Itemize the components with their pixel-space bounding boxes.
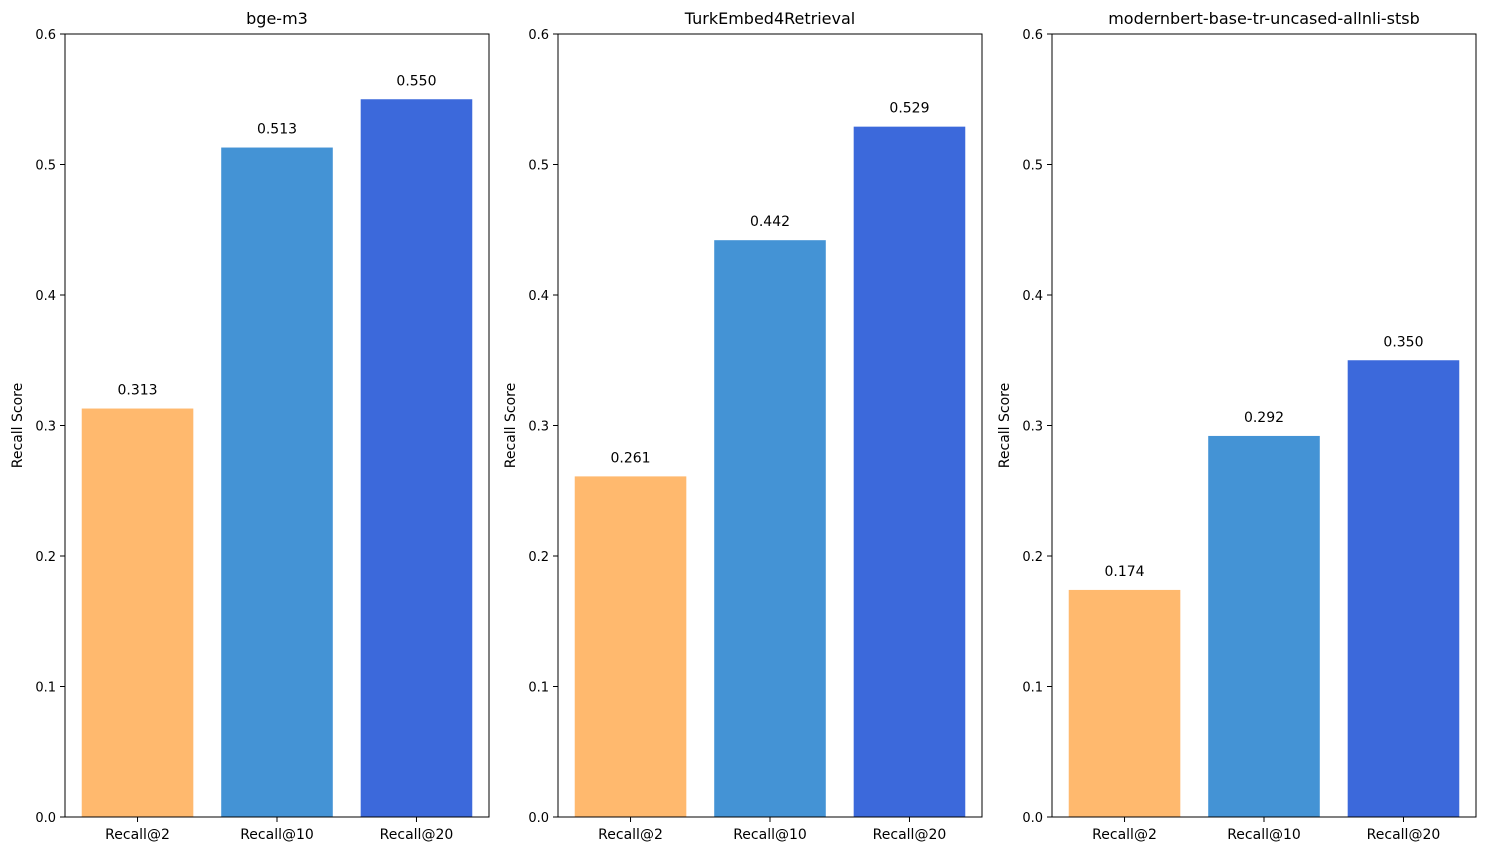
y-tick-label-3: 0.2 <box>528 550 549 565</box>
chart-title: modernbert-base-tr-uncased-allnli-stsb <box>1108 9 1420 28</box>
x-tick-label-2: Recall@10 <box>240 827 314 843</box>
y-tick-label-6: 0.5 <box>1022 159 1043 174</box>
chart-panel-2: 0.261 Recall@2 0.442 Recall@10 0.529 Recall@2… <box>503 9 983 843</box>
y-tick-label-5: 0.4 <box>35 289 56 304</box>
y-tick-label-7: 0.6 <box>1022 28 1043 43</box>
bar-1 <box>81 408 194 817</box>
y-tick-label-5: 0.4 <box>1022 289 1043 304</box>
y-tick-label-6: 0.5 <box>528 159 549 174</box>
x-tick-label-3: Recall@20 <box>1367 827 1441 843</box>
plot-frame <box>1051 33 1477 818</box>
bar-2 <box>1208 435 1320 817</box>
y-tick-label-2: 0.1 <box>528 681 549 696</box>
bar-2 <box>221 147 333 817</box>
data-label-1: 0.174 <box>1104 564 1144 580</box>
y-tick-label-2: 0.1 <box>1022 681 1043 696</box>
y-tick-label-4: 0.3 <box>35 420 56 435</box>
x-tick-label-3: Recall@20 <box>380 827 454 843</box>
data-label-3: 0.550 <box>396 73 436 89</box>
y-tick-label-5: 0.4 <box>528 289 549 304</box>
y-tick-label-1: 0.0 <box>35 811 56 826</box>
y-tick-label-3: 0.2 <box>35 550 56 565</box>
bar-1 <box>574 476 687 817</box>
y-axis-label: Recall Score <box>997 383 1013 468</box>
y-tick-label-7: 0.6 <box>528 28 549 43</box>
y-axis-label: Recall Score <box>503 383 519 468</box>
bar-3 <box>360 99 473 817</box>
bar-2 <box>714 240 826 817</box>
y-tick-label-1: 0.0 <box>1022 811 1043 826</box>
x-tick-label-1: Recall@2 <box>105 827 170 843</box>
y-tick-label-3: 0.2 <box>1022 550 1043 565</box>
plot-frame <box>557 33 983 818</box>
data-label-2: 0.513 <box>257 122 297 138</box>
y-tick-label-6: 0.5 <box>35 159 56 174</box>
data-label-3: 0.529 <box>889 101 929 117</box>
bar-3 <box>853 126 966 817</box>
y-tick-label-7: 0.6 <box>35 28 56 43</box>
y-tick-label-4: 0.3 <box>1022 420 1043 435</box>
chart-panel-3: 0.174 Recall@2 0.292 Recall@10 0.350 Recall@2… <box>997 9 1477 843</box>
y-axis-label: Recall Score <box>10 383 26 468</box>
y-tick-label-4: 0.3 <box>528 420 549 435</box>
plot-frame <box>64 33 490 818</box>
chart-title: bge-m3 <box>246 9 308 28</box>
x-tick-label-1: Recall@2 <box>1092 827 1157 843</box>
bar-1 <box>1068 589 1181 817</box>
data-label-2: 0.292 <box>1244 410 1284 426</box>
y-tick-label-2: 0.1 <box>35 681 56 696</box>
x-tick-label-1: Recall@2 <box>598 827 663 843</box>
y-tick-label-1: 0.0 <box>528 811 549 826</box>
chart-panel-1: 0.313 Recall@2 0.513 Recall@10 0.550 Recall@2… <box>10 9 490 843</box>
x-tick-label-3: Recall@20 <box>873 827 947 843</box>
data-label-3: 0.350 <box>1383 334 1423 350</box>
chart-title: TurkEmbed4Retrieval <box>684 9 855 28</box>
data-label-1: 0.261 <box>610 450 650 466</box>
bar-3 <box>1347 360 1460 817</box>
data-label-2: 0.442 <box>750 214 790 230</box>
x-tick-label-2: Recall@10 <box>733 827 807 843</box>
data-label-1: 0.313 <box>117 383 157 399</box>
x-tick-label-2: Recall@10 <box>1227 827 1301 843</box>
